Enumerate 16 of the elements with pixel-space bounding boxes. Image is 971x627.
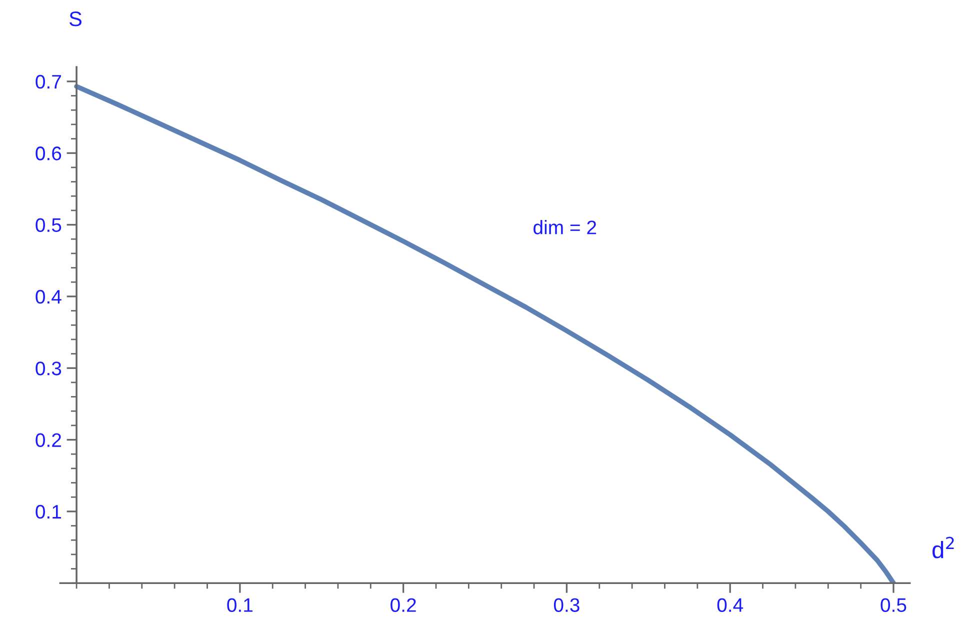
- y-axis-title: S: [69, 11, 82, 26]
- line-series: [74, 84, 896, 584]
- y-tick-label: 0.7: [36, 74, 61, 89]
- y-tick-label: 0.5: [36, 218, 62, 232]
- x-tick-label: 0.4: [717, 598, 744, 612]
- y-tick-label: 0.4: [36, 290, 62, 304]
- x-tick-label: 0.1: [227, 598, 252, 612]
- x-tick-label: 0.3: [554, 598, 580, 612]
- y-tick-label: 0.2: [36, 433, 61, 448]
- x-tick-label: 0.5: [880, 598, 906, 612]
- x-axis-title: d$^{2}$: [932, 536, 954, 558]
- y-tick-label: 0.6: [36, 146, 62, 160]
- y-tick-label: 0.1: [36, 504, 62, 519]
- x-tick-label: 0.2: [390, 598, 416, 612]
- y-tick-label: 0.3: [36, 362, 62, 376]
- annotation: dim = 2: [534, 220, 596, 234]
